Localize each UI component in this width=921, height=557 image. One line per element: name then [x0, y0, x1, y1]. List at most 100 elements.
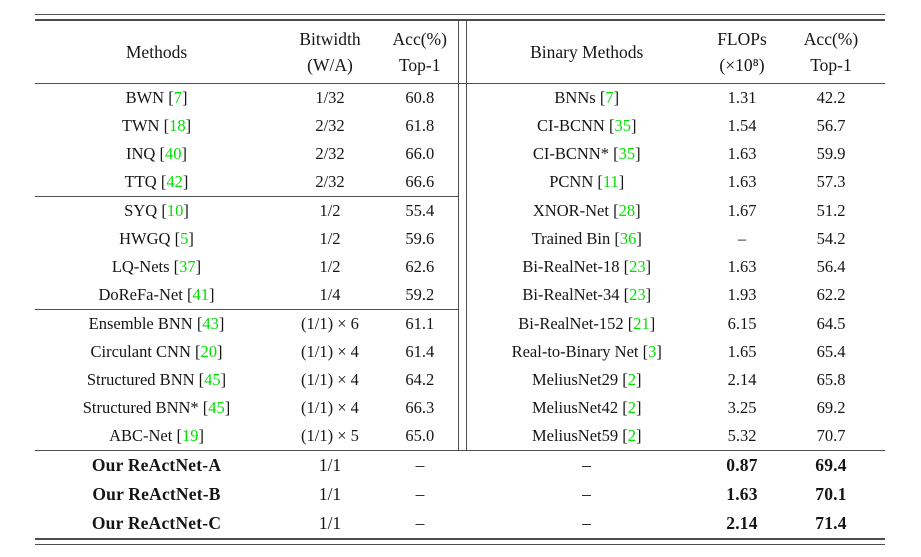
flops-cell: 1.93	[727, 285, 757, 305]
method-name: INQ	[126, 144, 156, 163]
method-name: MeliusNet29	[531, 370, 619, 389]
cite-bracket-close: ]	[181, 88, 188, 107]
header-bitwidth-line2: (W/A)	[307, 55, 353, 75]
table-row: Structured BNN [45] (1/1) × 4 64.2 MeliusNe…	[35, 366, 885, 394]
header-acc-right: Acc(%) Top-1	[777, 21, 885, 84]
method-name: XNOR-Net	[532, 200, 609, 220]
header-binary-methods: Binary Methods	[466, 21, 707, 84]
method-cell: Our ReActNet-B	[35, 480, 278, 509]
acc-cell: 66.0	[405, 144, 435, 163]
citation-number: 2	[627, 398, 637, 417]
method-cell: Our ReActNet-A	[35, 450, 278, 480]
method-name: Structured BNN	[86, 370, 195, 389]
bitwidth-cell: 1/2	[319, 229, 341, 248]
cite-bracket-open: [	[174, 229, 181, 248]
method-name: Ensemble BNN	[88, 314, 193, 333]
method-cell: LQ-Nets [37]	[35, 253, 278, 281]
method-cell: HWGQ [5]	[35, 225, 278, 253]
our-result-row: Our ReActNet-C 1/1 – – 2.14 71.4	[35, 509, 885, 538]
citation-number: 2	[627, 426, 637, 445]
header-bitwidth: Bitwidth (W/A)	[278, 21, 382, 84]
bitwidth-cell: 1/1	[278, 450, 382, 480]
vertical-divider	[457, 338, 467, 366]
method-cell: MeliusNet59 [2]	[466, 422, 707, 451]
flops-cell: 5.32	[727, 426, 757, 445]
method-name: Bi-RealNet-34	[522, 285, 620, 305]
acc-cell: 65.0	[405, 426, 435, 445]
flops-cell: 1.63	[727, 257, 757, 276]
table-row: DoReFa-Net [41] 1/4 59.2 Bi-RealNet-34 [23]…	[35, 281, 885, 310]
cite-bracket-close: ]	[636, 398, 642, 417]
flops-cell: 1.67	[727, 200, 757, 220]
citation-number: 45	[204, 370, 221, 389]
method-cell: CI-BCNN [35]	[466, 112, 707, 140]
cite-bracket-open: [	[176, 426, 182, 445]
cite-bracket-open: [	[622, 370, 628, 389]
cite-bracket-close: ]	[649, 313, 656, 333]
bottom-double-rule	[35, 538, 885, 545]
our-result-row: Our ReActNet-A 1/1– –0.87 69.4	[35, 450, 885, 480]
flops-cell: 0.87	[707, 450, 777, 480]
cite-bracket-open: [	[160, 172, 167, 191]
flops-cell: 1.31	[727, 88, 757, 107]
method-cell: PCNN [11]	[466, 168, 707, 197]
header-flops: FLOPs (×10⁸)	[707, 21, 777, 84]
flops-cell: 2.14	[727, 370, 757, 389]
method-name: Trained Bin	[531, 229, 611, 248]
cite-bracket-close: ]	[198, 426, 204, 445]
method-name: MeliusNet42	[531, 398, 619, 417]
method-name: LQ-Nets	[111, 257, 170, 276]
bitwidth-cell: 2/32	[278, 168, 382, 197]
table-body: BWN [7] 1/32 60.8 BNNs [7] 1.31 42.2 TWN [18] 2…	[35, 83, 885, 539]
method-cell: DoReFa-Net [41]	[35, 281, 278, 310]
flops-cell: 6.15	[727, 313, 757, 333]
vertical-divider	[457, 366, 467, 394]
method-cell: Trained Bin [36]	[466, 225, 707, 253]
citation-number: 35	[618, 144, 636, 163]
citation-number: 40	[164, 144, 182, 163]
method-cell: Bi-RealNet-18 [23]	[466, 253, 707, 281]
method-cell: Bi-RealNet-152 [21]	[466, 310, 707, 339]
method-name: –	[582, 484, 591, 504]
method-cell: Bi-RealNet-34 [23]	[466, 281, 707, 310]
citation-number: 41	[192, 285, 209, 304]
header-acc-right-line1: Acc(%)	[803, 29, 859, 49]
header-methods: Methods	[35, 21, 278, 84]
acc-cell: 59.2	[382, 281, 458, 310]
acc-cell: 55.4	[405, 201, 435, 220]
acc-cell: 42.2	[816, 88, 846, 107]
vertical-divider	[457, 112, 467, 140]
method-name: Our ReActNet-A	[91, 455, 222, 475]
header-bitwidth-line1: Bitwidth	[299, 29, 361, 49]
citation-number: 7	[605, 88, 614, 107]
cite-bracket-close: ]	[185, 116, 192, 135]
cite-bracket-close: ]	[636, 426, 642, 445]
cite-bracket-close: ]	[181, 144, 187, 163]
header-acc-left-line1: Acc(%)	[392, 29, 447, 49]
table-row: Ensemble BNN [43] (1/1) × 6 61.1 Bi-RealNet…	[35, 309, 885, 339]
cite-bracket-open: [	[161, 201, 167, 220]
vertical-divider	[457, 168, 467, 197]
method-name: Structured BNN*	[82, 398, 199, 417]
method-name: CI-BCNN*	[532, 144, 609, 163]
acc-cell: 71.4	[815, 513, 847, 533]
bitwidth-cell: (1/1) × 4	[301, 342, 359, 361]
cite-bracket-open: [	[623, 285, 630, 305]
citation-number: 36	[619, 229, 637, 248]
method-cell: ABC-Net [19]	[35, 422, 278, 451]
method-cell: TTQ [42]	[35, 168, 278, 197]
cite-bracket-close: ]	[635, 200, 641, 220]
vertical-divider	[457, 21, 467, 84]
citation-number: 28	[618, 200, 636, 220]
flops-cell: 1.63	[726, 484, 758, 504]
cite-bracket-close: ]	[183, 201, 189, 220]
flops-cell: –	[737, 229, 747, 248]
cite-bracket-open: [	[195, 342, 201, 361]
cite-bracket-open: [	[608, 116, 615, 135]
acc-cell: 69.4	[777, 450, 885, 480]
acc-cell: 61.4	[405, 342, 435, 361]
cite-bracket-open: [	[642, 342, 649, 361]
vertical-divider	[458, 509, 466, 538]
acc-cell: –	[415, 513, 425, 533]
